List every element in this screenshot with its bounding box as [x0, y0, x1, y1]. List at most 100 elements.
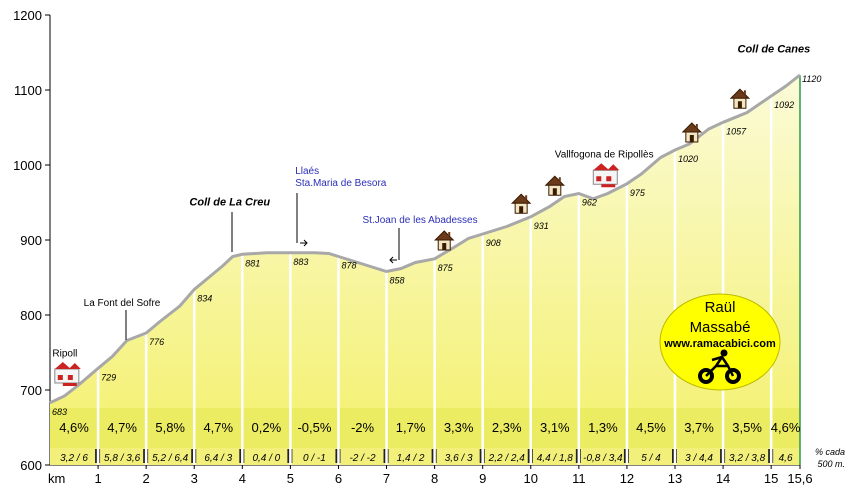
house-icon: [544, 175, 566, 196]
y-tick-label: 600: [20, 458, 42, 473]
x-tick-label: 7: [383, 471, 390, 486]
village-icon: [592, 163, 620, 188]
segment-subgrade-label: 5,8 / 3,6: [104, 453, 141, 464]
segment-grade-label: 4,6%: [771, 420, 801, 435]
segment-grade-label: 3,7%: [684, 420, 714, 435]
badge-name-line2: Massabé: [690, 319, 751, 336]
grade-note: % cada: [815, 447, 845, 457]
segment-grade-label: 1,3%: [588, 420, 618, 435]
y-tick-label: 700: [20, 383, 42, 398]
village-icon: [54, 362, 81, 386]
x-tick-label: 13: [668, 471, 682, 486]
y-tick-label: 1100: [14, 83, 42, 98]
y-tick-label: 1200: [13, 8, 42, 23]
segment-grade-label: 4,7%: [203, 420, 233, 435]
elevation-label: 883: [293, 257, 308, 267]
house-icon: [729, 88, 751, 109]
elevation-label: 729: [101, 372, 116, 382]
segment-subgrade-label: 3,6 / 3: [445, 453, 473, 464]
elevation-label: 1057: [726, 126, 747, 136]
segment-subgrade-label: 5 / 4: [641, 453, 661, 464]
segment-subgrade-label: 2,2 / 2,4: [488, 453, 526, 464]
segment-subgrade-label: 1,4 / 2: [397, 453, 425, 464]
house-icon: [510, 193, 532, 214]
segment-subgrade-label: 5,2 / 6,4: [152, 453, 189, 464]
y-tick-label: 800: [20, 308, 42, 323]
elevation-label: 683: [52, 407, 67, 417]
elevation-label: 975: [630, 188, 646, 198]
elevation-label: 878: [341, 261, 356, 271]
elevation-label: 834: [197, 294, 212, 304]
segment-grade-label: 4,7%: [107, 420, 137, 435]
x-tick-label: 15,6: [787, 471, 812, 486]
chart-labels: 683 729 776 834 881 883 878 858 875 908 931 962 975 1…: [52, 44, 845, 470]
segment-grade-label: 4,5%: [636, 420, 666, 435]
segment-subgrade-label: 0,4 / 0: [252, 453, 280, 464]
segment-subgrade-label: 4,4 / 1,8: [537, 453, 574, 464]
author-badge: Raül Massabé www.ramacabici.com: [659, 293, 781, 391]
elevation-label: 962: [582, 198, 597, 208]
badge-url: www.ramacabici.com: [663, 338, 776, 350]
place-label: Coll de Canes: [738, 44, 811, 56]
segment-grade-label: -2%: [351, 420, 375, 435]
elevation-label: 931: [534, 221, 549, 231]
house-icon: [434, 230, 455, 251]
segment-grade-label: 3,5%: [732, 420, 762, 435]
segment-subgrade-label: 3,2 / 3,8: [729, 453, 766, 464]
segment-grade-label: 3,3%: [444, 420, 474, 435]
place-label: Coll de La Creu: [189, 197, 270, 209]
place-label: La Font del Sofre: [84, 298, 161, 309]
segment-grade-label: 4,6%: [59, 420, 89, 435]
x-tick-label: 8: [431, 471, 438, 486]
profile-line: [49, 73, 801, 405]
segment-grade-label: 0,2%: [252, 420, 282, 435]
sub-grade-band: [50, 448, 800, 465]
segment-subgrade-label: 3 / 4,4: [685, 453, 713, 464]
profile-marks: Raül Massabé www.ramacabici.com: [49, 73, 801, 465]
place-label: Llaés: [295, 166, 319, 177]
house-icon: [681, 122, 703, 143]
elevation-label: 858: [390, 276, 405, 286]
arrow-right-icon: [300, 239, 308, 247]
y-tick-label: 900: [20, 233, 42, 248]
badge-ellipse: [659, 293, 781, 391]
x-tick-label: 6: [335, 471, 342, 486]
segment-grade-label: 1,7%: [396, 420, 426, 435]
elevation-label: 776: [149, 337, 164, 347]
segment-subgrade-label: -0,8 / 3,4: [583, 453, 623, 464]
x-tick-label: 4: [239, 471, 246, 486]
segment-subgrade-label: -2 / -2: [349, 453, 376, 464]
segment-grade-label: 2,3%: [492, 420, 522, 435]
place-label: St.Joan de les Abadesses: [363, 215, 478, 226]
segment-grade-label: 3,1%: [540, 420, 570, 435]
segment-subgrade-label: 3,2 / 6: [60, 453, 88, 464]
elevation-label: 908: [486, 238, 501, 248]
profile-fill: [50, 75, 800, 465]
segment-subgrade-label: 6,4 / 3: [204, 453, 232, 464]
x-tick-label: 5: [287, 471, 294, 486]
place-label: Ripoll: [52, 348, 77, 359]
segment-grade-label: -0,5%: [297, 420, 331, 435]
elevation-label: 875: [438, 263, 454, 273]
profile-area: [50, 75, 800, 465]
cyclist-icon: [698, 349, 741, 384]
arrow-left-icon: [389, 256, 397, 264]
x-tick-label: 12: [620, 471, 634, 486]
segment-subgrade-label: 0 / -1: [303, 453, 326, 464]
x-tick-label: 1: [94, 471, 101, 486]
x-tick-label: 3: [191, 471, 198, 486]
x-tick-label: 10: [524, 471, 538, 486]
elevation-label: 1092: [774, 100, 794, 110]
elevation-label: 1120: [802, 74, 821, 84]
place-label: Sta.Maria de Besora: [295, 178, 387, 189]
x-tick-label: 2: [143, 471, 150, 486]
badge-name-line1: Raül: [705, 299, 736, 316]
elevation-label: 881: [245, 258, 260, 268]
y-tick-label: 1000: [13, 158, 42, 173]
x-tick-label: 9: [479, 471, 486, 486]
x-tick-label: 11: [572, 471, 586, 486]
segment-grade-label: 5,8%: [155, 420, 185, 435]
elevation-label: 1020: [678, 154, 698, 164]
x-axis-label: km: [48, 471, 65, 486]
